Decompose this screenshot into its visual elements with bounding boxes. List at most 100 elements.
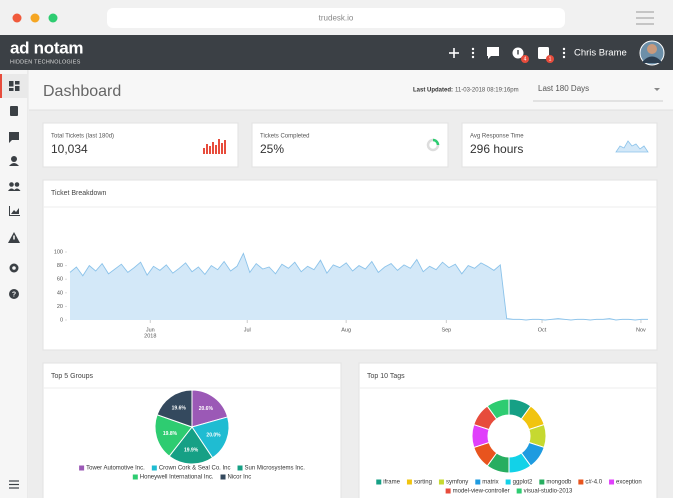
y-tick-label: 20: [57, 304, 63, 310]
slice-label: 20.0%: [206, 432, 221, 438]
notice-glyph: [13, 235, 15, 240]
x-tick-label: Aug: [341, 327, 351, 333]
legend-label: matrix: [482, 480, 498, 486]
add-icon[interactable]: [449, 48, 459, 58]
legend-label: Sun Microsystems Inc.: [245, 466, 306, 472]
x-tick-sublabel: 2018: [144, 333, 156, 339]
nav-help[interactable]: [9, 289, 19, 299]
stat-card: Tickets Completed 25%: [251, 122, 449, 168]
legend-swatch: [438, 479, 444, 485]
y-tick-label: 80: [57, 263, 63, 269]
tickets-count: 1: [549, 57, 552, 63]
legend-swatch: [609, 479, 615, 485]
help-glyph: ?: [12, 291, 16, 298]
app-header: [0, 35, 673, 70]
nav-accounts[interactable]: [9, 156, 19, 166]
chart-title: Top 10 Tags: [367, 373, 405, 380]
tickets-badge: [546, 55, 554, 63]
notification-badge: [521, 55, 529, 63]
maximize-dot[interactable]: [48, 13, 58, 23]
nav-reports[interactable]: [9, 206, 20, 216]
legend-swatch: [475, 479, 481, 485]
y-tick-label: 40: [57, 290, 63, 296]
page-title: Dashboard: [43, 83, 121, 100]
legend-swatch: [445, 488, 451, 494]
active-nav-marker: [0, 74, 2, 98]
mini-area: [615, 140, 649, 153]
tickets-icon[interactable]: [538, 47, 549, 59]
legend-label: mongodb: [546, 480, 572, 486]
nav-dashboard[interactable]: [9, 81, 20, 91]
legend-label: exception: [616, 480, 642, 486]
stat-card: Total Tickets (last 180d) 10,034: [42, 122, 239, 168]
card-bg: [42, 179, 658, 351]
stat-value: 25%: [260, 142, 284, 156]
stat-label: Tickets Completed: [260, 134, 309, 140]
legend-swatch: [578, 479, 584, 485]
range-select[interactable]: Last 180 Days: [538, 84, 589, 93]
nav-groups[interactable]: [8, 182, 21, 191]
legend-label: Nicor Inc: [228, 475, 252, 481]
y-tick-label: 0: [60, 317, 63, 323]
address-bar[interactable]: [107, 8, 565, 28]
area-line: [69, 252, 648, 321]
minimize-dot[interactable]: [30, 13, 40, 23]
x-tick-label: Jul: [244, 327, 251, 333]
legend-swatch: [539, 479, 545, 485]
logo[interactable]: ad notam: [10, 38, 84, 57]
select-arrow[interactable]: [654, 88, 660, 91]
legend-label: visual-studio-2013: [524, 489, 573, 495]
legend-swatch: [132, 474, 138, 480]
user-menu-icon[interactable]: [562, 47, 566, 59]
area-fill: [70, 253, 648, 320]
legend-swatch: [237, 465, 243, 471]
stat-label: Avg Response Time: [470, 134, 524, 140]
browser-menu[interactable]: [636, 11, 654, 25]
close-dot[interactable]: [12, 13, 22, 23]
notification-count: 4: [524, 57, 527, 63]
slice-label: 19.6%: [172, 406, 187, 412]
legend-swatch: [151, 465, 157, 471]
stat-value: 10,034: [51, 142, 88, 156]
x-tick-label: Sep: [441, 327, 451, 333]
avatar-face: [647, 44, 657, 54]
user-name[interactable]: Chris Brame: [574, 48, 627, 59]
stat-value: 296 hours: [470, 142, 523, 156]
stat-card: Avg Response Time 296 hours: [461, 122, 658, 168]
pie-slice: [191, 389, 229, 428]
chart-title: Top 5 Groups: [51, 373, 94, 380]
url: trudesk.io: [319, 14, 354, 23]
sidebar-toggle[interactable]: [9, 480, 19, 489]
y-tick-label: 100: [54, 249, 63, 255]
nav-tickets[interactable]: [10, 106, 18, 116]
last-updated-value: 11-03-2018 08:19:16pm: [455, 88, 519, 94]
last-updated-label: Last Updated:: [413, 88, 453, 94]
donut-segment: [486, 398, 510, 420]
settings-glyph: [12, 266, 16, 270]
active-nav-bg: [0, 74, 28, 98]
chat-icon[interactable]: [487, 47, 499, 59]
nav-messages[interactable]: [9, 132, 19, 143]
legend-label: symfony: [446, 480, 468, 486]
pie-slice: [154, 414, 193, 457]
avatar-body: [643, 56, 661, 63]
legend-label: Crown Cork & Seal Co. Inc: [159, 466, 231, 472]
x-tick-label: Oct: [538, 327, 547, 333]
sidebar: [0, 70, 28, 498]
legend-label: ggplot2: [513, 480, 533, 486]
slice-label: 19.9%: [184, 447, 199, 453]
logo-subtitle: HIDDEN TECHNOLOGIES: [10, 59, 81, 65]
notification-glyph: [517, 50, 519, 55]
mini-ring-fill: [432, 138, 440, 146]
legend-swatch: [79, 465, 85, 471]
legend-swatch: [220, 474, 226, 480]
x-tick-label: Nov: [636, 327, 646, 333]
page-toolbar: [29, 70, 673, 110]
more-icon[interactable]: [471, 47, 475, 59]
x-tick-label: Jun: [146, 327, 155, 333]
legend-label: Tower Automotive Inc.: [86, 466, 145, 472]
pie-slice: [168, 426, 214, 465]
legend-label: iframe: [383, 480, 400, 486]
